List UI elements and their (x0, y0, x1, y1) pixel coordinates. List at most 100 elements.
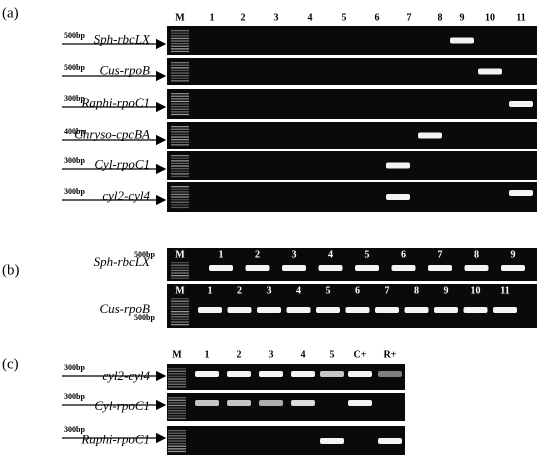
ladder-band (171, 306, 189, 307)
ladder-band (171, 163, 189, 164)
band (195, 371, 219, 377)
lane-label: 7 (438, 249, 443, 260)
ladder-band (168, 402, 186, 403)
band (386, 194, 410, 200)
ladder-band (168, 413, 186, 414)
band (319, 265, 343, 271)
ladder-band (168, 384, 186, 385)
ladder-band (168, 446, 186, 447)
ladder-band (168, 435, 186, 436)
band (227, 371, 251, 377)
lane-label: 4 (308, 12, 313, 23)
band (418, 133, 442, 139)
panel-label: (b) (2, 262, 20, 278)
ladder-band (168, 418, 186, 419)
marker-label: 300bp (64, 94, 85, 103)
ladder-band (171, 202, 189, 203)
band (378, 438, 402, 444)
ladder-band (171, 278, 189, 279)
ladder-band (171, 78, 189, 79)
marker-label: 500bp (134, 250, 155, 259)
ladder-band (168, 430, 186, 431)
band (259, 400, 283, 406)
ladder-band (171, 142, 189, 143)
band (392, 265, 416, 271)
band (246, 265, 270, 271)
ladder-band (171, 67, 189, 68)
lane-label: 10 (471, 285, 481, 296)
lane-label: 2 (241, 12, 246, 23)
band (509, 190, 533, 196)
lane-label: 11 (516, 12, 525, 23)
ladder-band (168, 451, 186, 452)
lane-label: 5 (365, 249, 370, 260)
ladder-band (171, 38, 189, 39)
band (378, 371, 402, 377)
gene-label: Chryso-cpcBA (74, 126, 150, 141)
lane-label: 7 (407, 12, 412, 23)
band (259, 371, 283, 377)
ladder-band (168, 378, 186, 379)
ladder-band (171, 272, 189, 273)
ladder-band (171, 62, 189, 63)
ladder-band (171, 65, 189, 66)
lane-label: 3 (292, 249, 297, 260)
ladder-band (171, 48, 189, 49)
marker-label: 500bp (64, 63, 85, 72)
lane-label: 10 (485, 12, 495, 23)
gene-label: Raphi-rpoC1 (80, 95, 150, 110)
ladder-band (171, 30, 189, 31)
ladder-band (171, 72, 189, 73)
ladder-band (171, 46, 189, 47)
ladder-band (171, 194, 189, 195)
lane-label: M (172, 349, 182, 360)
ladder-band (171, 139, 189, 140)
marker-label: 300bp (64, 425, 85, 434)
ladder-band (171, 267, 189, 268)
band (493, 307, 517, 313)
lane-label: 4 (328, 249, 333, 260)
ladder-band (168, 440, 186, 441)
marker-label: 500bp (134, 313, 155, 322)
ladder-band (171, 316, 189, 317)
band (450, 38, 474, 44)
ladder-band (168, 410, 186, 411)
marker-label: 300bp (64, 392, 85, 401)
ladder-band (171, 155, 189, 156)
marker-label: 500bp (64, 31, 85, 40)
ladder-band (168, 405, 186, 406)
lane-label: 4 (301, 349, 306, 360)
ladder-band (171, 324, 189, 325)
band (287, 307, 311, 313)
ladder-band (171, 126, 189, 127)
ladder-band (171, 80, 189, 81)
ladder-band (171, 51, 189, 52)
ladder-band (171, 43, 189, 44)
band (291, 400, 315, 406)
band (198, 307, 222, 313)
marker-label: 300bp (64, 363, 85, 372)
band (228, 307, 252, 313)
lane-label: 5 (342, 12, 347, 23)
ladder-band (171, 75, 189, 76)
ladder-band (168, 376, 186, 377)
ladder-band (171, 262, 189, 263)
band (209, 265, 233, 271)
lane-label: 1 (208, 285, 213, 296)
ladder-band (168, 448, 186, 449)
ladder-band (171, 191, 189, 192)
lane-label: 4 (296, 285, 301, 296)
band (348, 371, 372, 377)
ladder-band (168, 381, 186, 382)
ladder-band (171, 204, 189, 205)
lane-label: 2 (237, 349, 242, 360)
band (501, 265, 525, 271)
lane-label: 6 (401, 249, 406, 260)
gel (167, 284, 537, 328)
lane-label: 2 (237, 285, 242, 296)
marker-label: 300bp (64, 156, 85, 165)
lane-label: 3 (274, 12, 279, 23)
ladder-band (171, 96, 189, 97)
gel (167, 122, 537, 149)
lane-label: 1 (205, 349, 210, 360)
